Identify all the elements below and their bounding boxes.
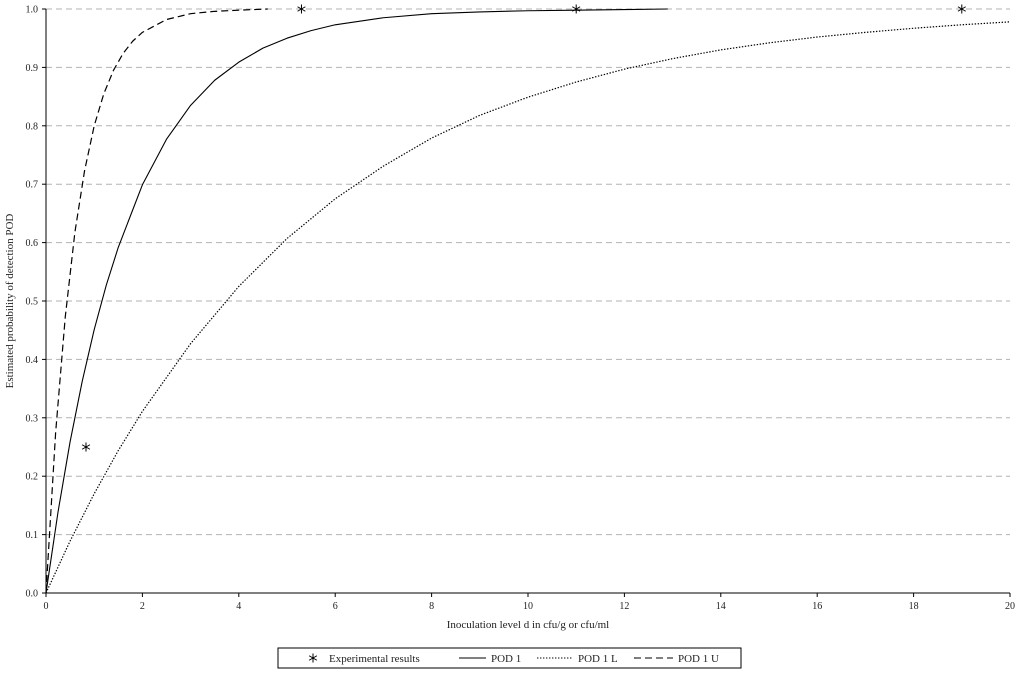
y-tick-label-7: 0.7 xyxy=(26,180,39,191)
legend-label-1: POD 1 xyxy=(491,653,521,665)
y-tick-label-5: 0.5 xyxy=(26,297,39,308)
series-line-1 xyxy=(45,8,668,594)
legend-label-2: POD 1 L xyxy=(578,653,618,665)
data-point-0-0 xyxy=(81,442,91,452)
x-axis-title: Inoculation level d in cfu/g or cfu/ml xyxy=(447,619,610,631)
data-point-0-1 xyxy=(297,4,306,14)
x-tick-label-3: 6 xyxy=(333,601,338,612)
y-tick-label-3: 0.3 xyxy=(26,413,39,424)
x-tick-label-1: 2 xyxy=(140,601,145,612)
y-tick-label-8: 0.8 xyxy=(26,121,39,132)
x-tick-label-10: 20 xyxy=(1005,601,1015,612)
y-tick-label-4: 0.4 xyxy=(26,355,39,366)
x-tick-label-2: 4 xyxy=(236,601,241,612)
legend-label-0: Experimental results xyxy=(329,653,420,665)
x-tick-label-7: 14 xyxy=(716,601,726,612)
data-point-0-3 xyxy=(957,4,966,14)
y-tick-label-10: 1.0 xyxy=(26,5,39,16)
legend-box xyxy=(277,647,742,669)
y-tick-label-0: 0.0 xyxy=(26,589,39,600)
x-tick-label-0: 0 xyxy=(44,601,49,612)
legend-label-3: POD 1 U xyxy=(678,653,719,665)
x-tick-label-4: 8 xyxy=(429,601,434,612)
y-tick-label-9: 0.9 xyxy=(26,63,39,74)
x-tick-label-8: 16 xyxy=(812,601,822,612)
x-tick-label-9: 18 xyxy=(909,601,919,612)
series-line-3 xyxy=(45,8,268,594)
y-tick-label-2: 0.2 xyxy=(26,472,39,483)
y-tick-label-6: 0.6 xyxy=(26,238,39,249)
y-axis-title: Estimated probability of detection POD xyxy=(4,214,16,389)
x-tick-label-5: 10 xyxy=(523,601,533,612)
x-tick-label-6: 12 xyxy=(619,601,629,612)
y-tick-label-1: 0.1 xyxy=(26,530,39,541)
legend-marker-0 xyxy=(308,653,318,663)
